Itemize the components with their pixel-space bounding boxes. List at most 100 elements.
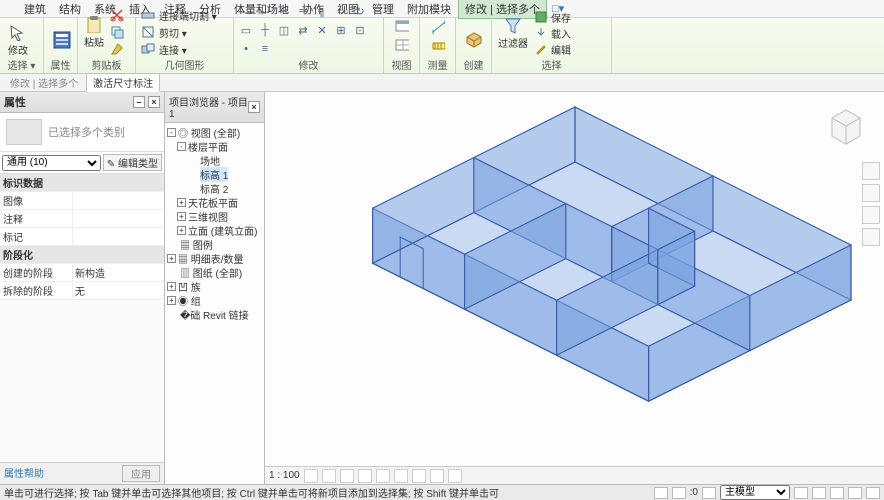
filter-tool[interactable]: 过滤器 — [496, 16, 530, 50]
modify-tool-icon[interactable]: ⊡ — [352, 22, 368, 38]
property-row[interactable]: 图像 — [0, 192, 164, 210]
detail-level-icon[interactable] — [304, 469, 318, 483]
status-icon[interactable] — [812, 487, 826, 499]
temp-hide-icon[interactable] — [430, 469, 444, 483]
join-icon[interactable] — [140, 41, 156, 57]
modify-tool-icon[interactable]: ═ — [295, 3, 311, 19]
tree-node[interactable]: +▦ 明细表/数量 — [167, 251, 262, 265]
tree-node[interactable]: -楼层平面 — [167, 139, 262, 153]
measure-icon[interactable] — [430, 38, 446, 54]
lock-icon[interactable] — [412, 469, 426, 483]
modify-tool-icon[interactable]: ← — [333, 3, 349, 19]
status-icon[interactable] — [672, 487, 686, 499]
context-tab[interactable]: 激活尺寸标注 — [86, 73, 160, 92]
filter-icon[interactable] — [866, 487, 880, 499]
modify-tool-icon[interactable]: ✂ — [276, 3, 292, 19]
modify-tool[interactable]: 修改 — [4, 23, 32, 57]
property-row[interactable]: 创建的阶段新构造 — [0, 264, 164, 282]
close-icon[interactable]: × — [148, 96, 160, 108]
property-row[interactable]: 拆除的阶段无 — [0, 282, 164, 300]
cope-icon[interactable] — [140, 7, 156, 23]
tree-node[interactable]: +◉ 组 — [167, 293, 262, 307]
type-thumb — [6, 119, 42, 145]
property-row[interactable]: 注释 — [0, 210, 164, 228]
ribbon-group-label: 创建 — [460, 57, 487, 73]
properties-tool[interactable] — [48, 23, 76, 57]
view-icon[interactable] — [394, 38, 410, 54]
modify-tool-icon[interactable]: ≡ — [257, 41, 273, 57]
save-selection[interactable]: 保存 — [533, 9, 571, 25]
view-icon[interactable] — [394, 19, 410, 35]
properties-panel-title: 属性 –× — [0, 92, 164, 113]
paste-button[interactable]: 粘贴 — [82, 15, 106, 49]
ribbon-group-label: 测量 — [424, 57, 451, 73]
menu-bar: 建筑结构系统插入注释分析体量和场地协作视图管理附加模块修改 | 选择多个□▾ — [0, 0, 884, 18]
view-scale[interactable]: 1 : 100 — [269, 470, 300, 481]
ribbon-group-label: 修改 — [238, 57, 379, 73]
property-row[interactable]: 标记 — [0, 228, 164, 246]
panel-min-icon[interactable]: – — [133, 96, 145, 108]
modify-tool-icon[interactable]: ⊞ — [333, 22, 349, 38]
properties-panel: 属性 –× 已选择多个类别 通用 (10) ✎ 编辑类型 标识数据图像注释标记阶… — [0, 92, 165, 484]
model-3d — [265, 92, 884, 472]
shadows-icon[interactable] — [358, 469, 372, 483]
nav-zoom-icon[interactable] — [862, 206, 880, 224]
properties-help-link[interactable]: 属性帮助 — [4, 465, 44, 482]
nav-pan-icon[interactable] — [862, 184, 880, 202]
crop-icon[interactable] — [376, 469, 390, 483]
workset-icon[interactable] — [702, 487, 716, 499]
copy-icon[interactable] — [109, 24, 125, 40]
edit-selection[interactable]: 编辑 — [533, 41, 571, 57]
tree-node[interactable]: +立面 (建筑立面) — [167, 223, 262, 237]
modify-tool-icon[interactable]: ↔ — [238, 3, 254, 19]
measure-icon[interactable] — [430, 19, 446, 35]
design-option-selector[interactable]: 主模型 — [720, 485, 790, 500]
tree-node[interactable]: �础 Revit 链接 — [167, 307, 262, 321]
status-icon[interactable] — [848, 487, 862, 499]
modify-tool-icon[interactable]: ↻ — [352, 3, 368, 19]
tree-node[interactable]: 标高 2 — [167, 181, 262, 195]
load-selection[interactable]: 载入 — [533, 25, 571, 41]
tree-node[interactable]: ▥ 图纸 (全部) — [167, 265, 262, 279]
nav-wheel-icon[interactable] — [862, 162, 880, 180]
ribbon: 修改 选择 ▾ 属性 粘贴 剪贴板 连接端切割 ▾ 剪切 ▾ 连接 ▾ — [0, 18, 884, 74]
type-placeholder: 已选择多个类别 — [48, 124, 125, 140]
modify-tool-icon[interactable]: • — [238, 41, 254, 57]
tree-node[interactable]: 场地 — [167, 153, 262, 167]
cut-icon[interactable] — [109, 7, 125, 23]
context-tab[interactable]: 修改 | 选择多个 — [4, 74, 84, 91]
nav-orbit-icon[interactable] — [862, 228, 880, 246]
instance-selector[interactable]: 通用 (10) — [2, 155, 101, 171]
status-icon[interactable] — [794, 487, 808, 499]
edit-type-button[interactable]: ✎ 编辑类型 — [103, 154, 162, 171]
modify-tool-icon[interactable]: ◫ — [276, 22, 292, 38]
apply-button[interactable]: 应用 — [122, 465, 160, 482]
status-icon[interactable] — [830, 487, 844, 499]
match-icon[interactable] — [109, 41, 125, 57]
modify-tool-icon[interactable]: ⤾ — [257, 3, 273, 19]
visual-style-icon[interactable] — [322, 469, 336, 483]
view-control-bar: 1 : 100 — [265, 466, 884, 484]
modify-tool-icon[interactable]: ⇄ — [295, 22, 311, 38]
cut-geom-icon[interactable] — [140, 24, 156, 40]
tree-node[interactable]: ▦ 图例 — [167, 237, 262, 251]
modify-tool-icon[interactable]: ┼ — [257, 22, 273, 38]
view-cube[interactable] — [822, 102, 870, 150]
view-canvas[interactable]: 1 : 100 — [265, 92, 884, 484]
tree-node[interactable]: +天花板平面 — [167, 195, 262, 209]
menu-tab[interactable]: 附加模块 — [401, 0, 457, 18]
sun-path-icon[interactable] — [340, 469, 354, 483]
modify-tool-icon[interactable]: ▭ — [238, 22, 254, 38]
modify-tool-icon[interactable]: ╗ — [314, 3, 330, 19]
create-tool[interactable] — [460, 23, 488, 57]
menu-tab[interactable]: 建筑 — [18, 0, 52, 18]
tree-node[interactable]: 标高 1 — [167, 167, 262, 181]
status-icon[interactable] — [654, 487, 668, 499]
modify-tool-icon[interactable]: ✕ — [314, 22, 330, 38]
crop-region-icon[interactable] — [394, 469, 408, 483]
tree-node[interactable]: -◎ 视图 (全部) — [167, 125, 262, 139]
reveal-icon[interactable] — [448, 469, 462, 483]
close-icon[interactable]: × — [248, 101, 260, 113]
tree-node[interactable]: +三维视图 — [167, 209, 262, 223]
tree-node[interactable]: +凹 族 — [167, 279, 262, 293]
